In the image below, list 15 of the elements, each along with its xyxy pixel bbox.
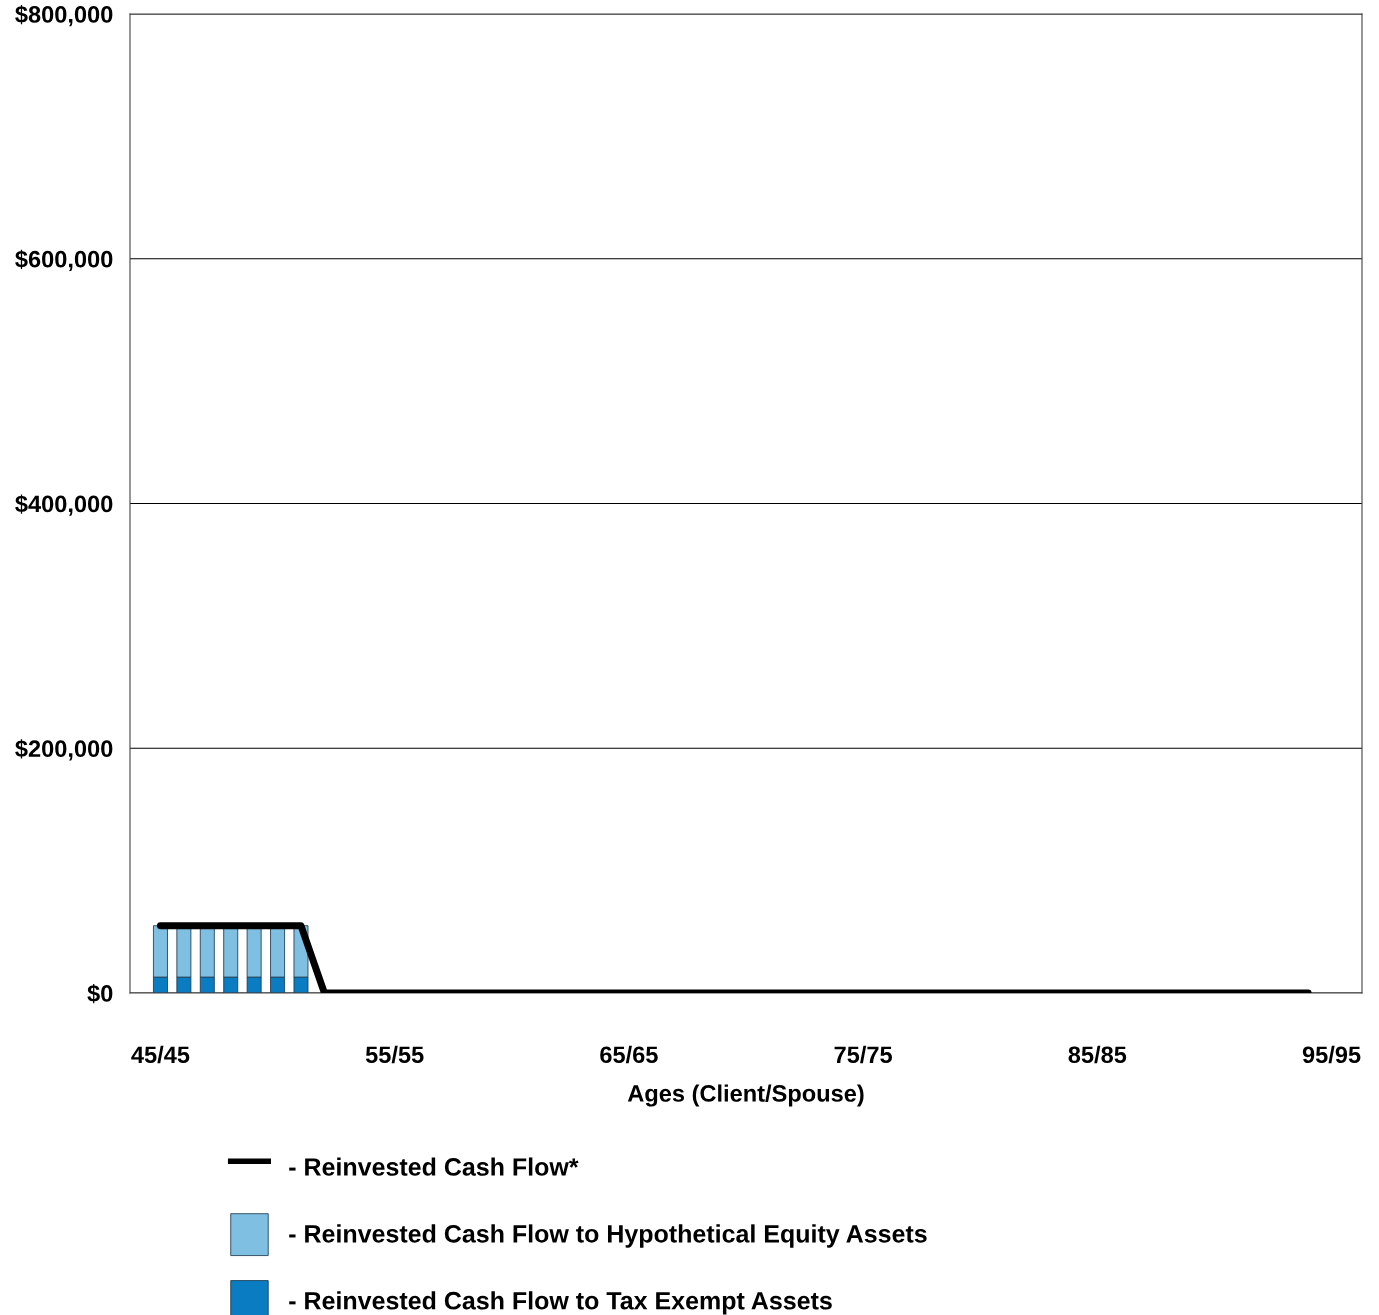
x-tick-label: 95/95 bbox=[1302, 1045, 1361, 1064]
legend-label: - Reinvested Cash Flow* bbox=[289, 1157, 579, 1176]
y-tick-label: $200,000 bbox=[15, 739, 113, 761]
x-tick-label: 85/85 bbox=[1068, 1045, 1127, 1064]
x-tick-label: 75/75 bbox=[834, 1045, 892, 1064]
y-tick-label: $0 bbox=[87, 984, 113, 1004]
x-axis-title: Ages (Client/Spouse) bbox=[627, 1084, 864, 1107]
legend-label: - Reinvested Cash Flow to Hypothetical Equity Assets bbox=[289, 1224, 927, 1248]
y-tick-label: $800,000 bbox=[15, 5, 113, 27]
y-tick-label: $400,000 bbox=[15, 494, 113, 516]
x-tick-label: 65/65 bbox=[600, 1045, 658, 1064]
x-tick-label: 55/55 bbox=[365, 1045, 424, 1064]
x-tick-label: 45/45 bbox=[131, 1045, 190, 1064]
legend-label: - Reinvested Cash Flow to Tax Exempt Assets bbox=[289, 1291, 832, 1315]
y-tick-label: $600,000 bbox=[15, 249, 113, 271]
